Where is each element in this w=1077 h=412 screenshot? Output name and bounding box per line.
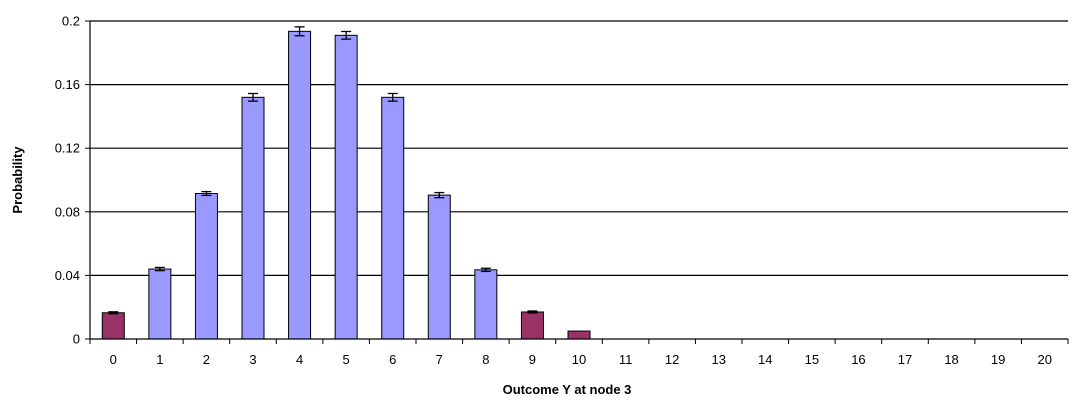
x-tick-label: 9: [529, 352, 536, 367]
x-tick-label: 17: [898, 352, 912, 367]
bar: [427, 194, 451, 340]
x-tick-label: 2: [203, 352, 210, 367]
x-tick-label: 15: [805, 352, 819, 367]
x-tick-label: 7: [436, 352, 443, 367]
bar: [194, 193, 218, 340]
bar: [288, 30, 312, 340]
bar: [520, 311, 544, 340]
x-tick-label: 19: [991, 352, 1005, 367]
x-tick-label: 3: [249, 352, 256, 367]
bar: [474, 269, 498, 340]
bar: [567, 330, 591, 340]
x-tick-label: 12: [665, 352, 679, 367]
bars: [101, 26, 591, 340]
x-tick-label: 18: [944, 352, 958, 367]
x-tick-label: 13: [711, 352, 725, 367]
tick-labels: 00.040.080.120.160.20 1 2 3 4 5 6 7 8 9 10 11 12 13 14…: [55, 14, 1052, 368]
bar: [148, 268, 172, 340]
y-tick-label: 0: [73, 332, 80, 347]
x-tick-label: 5: [343, 352, 350, 367]
y-axis-title: Probability: [10, 146, 25, 214]
x-tick-label: 20: [1037, 352, 1051, 367]
y-tick-label: 0.04: [55, 268, 80, 283]
y-tick-label: 0.16: [55, 77, 80, 92]
x-tick-label: 10: [572, 352, 586, 367]
x-axis-title: Outcome Y at node 3: [503, 382, 632, 397]
x-tick-label: 16: [851, 352, 865, 367]
x-tick-label: 8: [482, 352, 489, 367]
y-tick-label: 0.2: [62, 14, 80, 29]
bar: [381, 96, 405, 340]
bar: [101, 312, 125, 340]
x-tick-label: 14: [758, 352, 772, 367]
x-tick-label: 6: [389, 352, 396, 367]
x-tick-label: 11: [619, 352, 633, 367]
axes: [85, 20, 1069, 344]
x-tick-label: 1: [156, 352, 163, 367]
y-tick-label: 0.12: [55, 141, 80, 156]
gridlines: [90, 20, 1068, 276]
x-tick-label: 4: [296, 352, 303, 367]
bar: [334, 34, 358, 340]
x-tick-label: 0: [110, 352, 117, 367]
y-tick-label: 0.08: [55, 204, 80, 219]
bar: [241, 96, 265, 340]
